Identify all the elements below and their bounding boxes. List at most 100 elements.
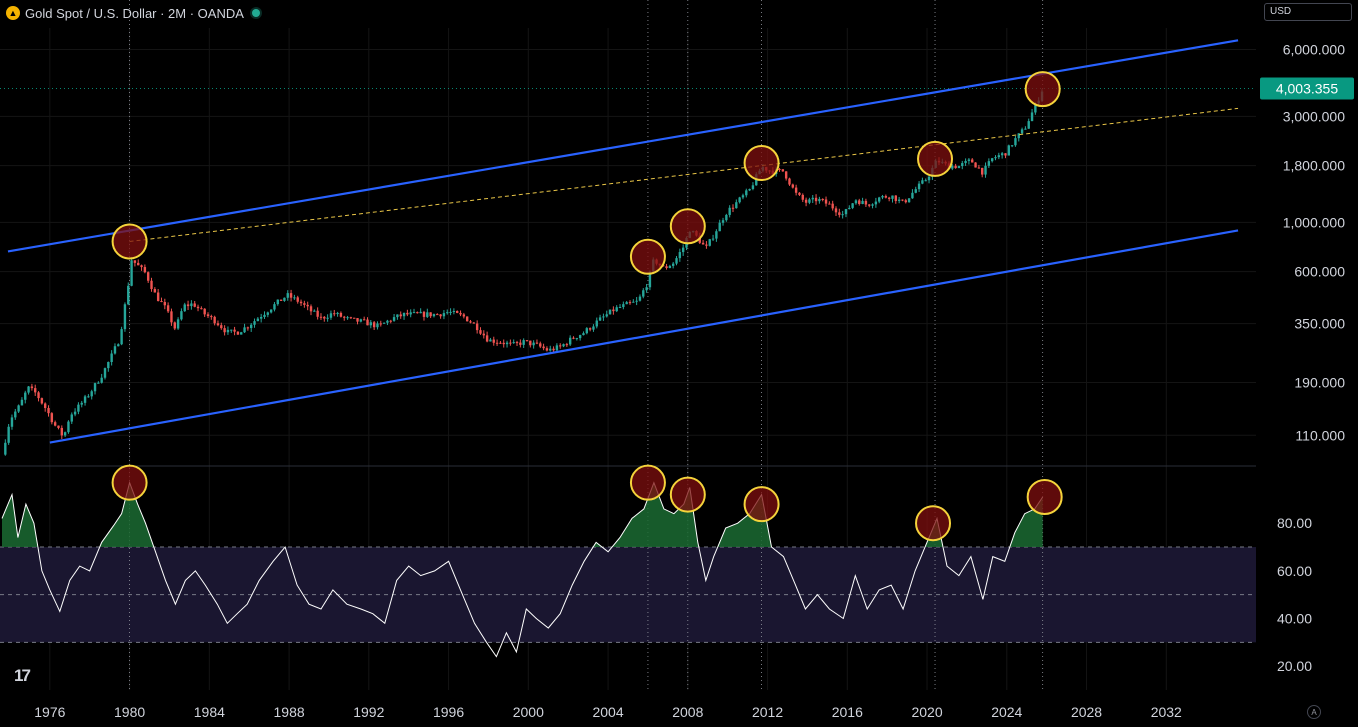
candle-down[interactable] <box>203 308 206 315</box>
candle-up[interactable] <box>851 203 854 208</box>
candle-down[interactable] <box>133 260 137 263</box>
candle-up[interactable] <box>638 296 642 301</box>
candle-up[interactable] <box>911 192 914 199</box>
candle-down[interactable] <box>50 413 54 423</box>
price-peak-marker[interactable] <box>629 238 666 275</box>
candle-down[interactable] <box>482 333 485 336</box>
candle-down[interactable] <box>858 200 861 204</box>
candle-down[interactable] <box>485 335 489 342</box>
candle-up[interactable] <box>359 319 363 322</box>
candle-up[interactable] <box>1034 103 1037 113</box>
candle-down[interactable] <box>309 306 313 312</box>
candle-up[interactable] <box>392 317 396 321</box>
candle-up[interactable] <box>555 345 559 351</box>
candle-up[interactable] <box>874 201 878 205</box>
candle-up[interactable] <box>10 417 14 427</box>
candle-down[interactable] <box>362 319 366 321</box>
candle-up[interactable] <box>994 157 997 159</box>
candle-down[interactable] <box>160 300 163 303</box>
candle-down[interactable] <box>901 199 904 201</box>
candle-down[interactable] <box>824 199 828 204</box>
candle-up[interactable] <box>20 399 24 406</box>
candle-down[interactable] <box>459 312 462 315</box>
candle-down[interactable] <box>814 197 818 202</box>
candle-down[interactable] <box>57 425 60 428</box>
candle-up[interactable] <box>917 183 921 190</box>
candle-up[interactable] <box>1027 121 1030 129</box>
auto-scale-button[interactable]: A <box>1307 705 1321 719</box>
candle-down[interactable] <box>220 325 223 329</box>
candle-up[interactable] <box>110 353 113 363</box>
candle-down[interactable] <box>196 306 200 309</box>
candle-down[interactable] <box>289 293 293 298</box>
candle-up[interactable] <box>575 338 579 340</box>
candle-down[interactable] <box>53 422 57 426</box>
candle-down[interactable] <box>306 304 309 307</box>
candle-up[interactable] <box>240 332 243 335</box>
candle-down[interactable] <box>472 322 476 324</box>
candle-up[interactable] <box>67 421 70 433</box>
candle-up[interactable] <box>725 214 728 221</box>
candle-up[interactable] <box>622 304 625 308</box>
candle-up[interactable] <box>562 344 565 347</box>
candle-down[interactable] <box>40 398 44 404</box>
price-peak-marker[interactable] <box>111 223 148 260</box>
candle-down[interactable] <box>316 310 319 317</box>
rsi-peak-marker[interactable] <box>1026 478 1063 515</box>
candle-up[interactable] <box>854 200 858 204</box>
candle-up[interactable] <box>967 159 971 161</box>
candle-up[interactable] <box>120 329 123 345</box>
candle-down[interactable] <box>456 310 459 313</box>
candle-down[interactable] <box>495 342 499 344</box>
candle-up[interactable] <box>107 362 110 369</box>
candle-down[interactable] <box>170 311 173 323</box>
candle-down[interactable] <box>781 169 785 172</box>
channel-line[interactable] <box>49 229 1239 444</box>
candle-down[interactable] <box>791 184 795 188</box>
candle-down[interactable] <box>343 316 346 318</box>
candle-up[interactable] <box>183 304 186 312</box>
candle-down[interactable] <box>572 337 575 339</box>
candle-down[interactable] <box>356 318 359 322</box>
candle-down[interactable] <box>515 342 519 344</box>
candle-down[interactable] <box>545 348 549 351</box>
candle-down[interactable] <box>954 165 957 169</box>
candle-up[interactable] <box>914 189 917 193</box>
candle-up[interactable] <box>253 321 256 325</box>
candle-up[interactable] <box>748 188 751 191</box>
candle-up[interactable] <box>668 265 672 268</box>
rsi-peak-marker[interactable] <box>743 486 780 523</box>
candle-up[interactable] <box>678 252 682 259</box>
candle-up[interactable] <box>897 199 901 201</box>
candle-down[interactable] <box>588 328 592 330</box>
candle-up[interactable] <box>442 313 446 317</box>
candle-down[interactable] <box>784 171 788 179</box>
candle-up[interactable] <box>592 326 595 330</box>
candle-down[interactable] <box>465 316 469 322</box>
candle-down[interactable] <box>416 312 419 314</box>
candle-up[interactable] <box>608 309 612 315</box>
candle-down[interactable] <box>552 348 555 351</box>
candle-up[interactable] <box>326 317 329 319</box>
candle-up[interactable] <box>266 312 270 315</box>
candle-down[interactable] <box>469 321 472 323</box>
candle-up[interactable] <box>728 207 731 215</box>
candle-down[interactable] <box>798 192 801 195</box>
candle-down[interactable] <box>612 309 615 312</box>
candle-down[interactable] <box>379 323 382 325</box>
candle-up[interactable] <box>961 163 964 167</box>
candle-down[interactable] <box>206 314 210 317</box>
candle-down[interactable] <box>1004 153 1007 156</box>
candle-down[interactable] <box>525 340 529 342</box>
candle-up[interactable] <box>818 198 821 202</box>
candle-down[interactable] <box>372 322 376 328</box>
candle-up[interactable] <box>369 322 373 326</box>
candle-up[interactable] <box>1030 112 1034 122</box>
candle-down[interactable] <box>977 167 981 169</box>
rsi-line[interactable] <box>1 481 1044 658</box>
rsi-peak-marker[interactable] <box>111 464 148 501</box>
candle-down[interactable] <box>163 302 167 306</box>
candle-up[interactable] <box>250 324 253 329</box>
candle-up[interactable] <box>681 247 685 253</box>
candle-down[interactable] <box>137 262 140 266</box>
